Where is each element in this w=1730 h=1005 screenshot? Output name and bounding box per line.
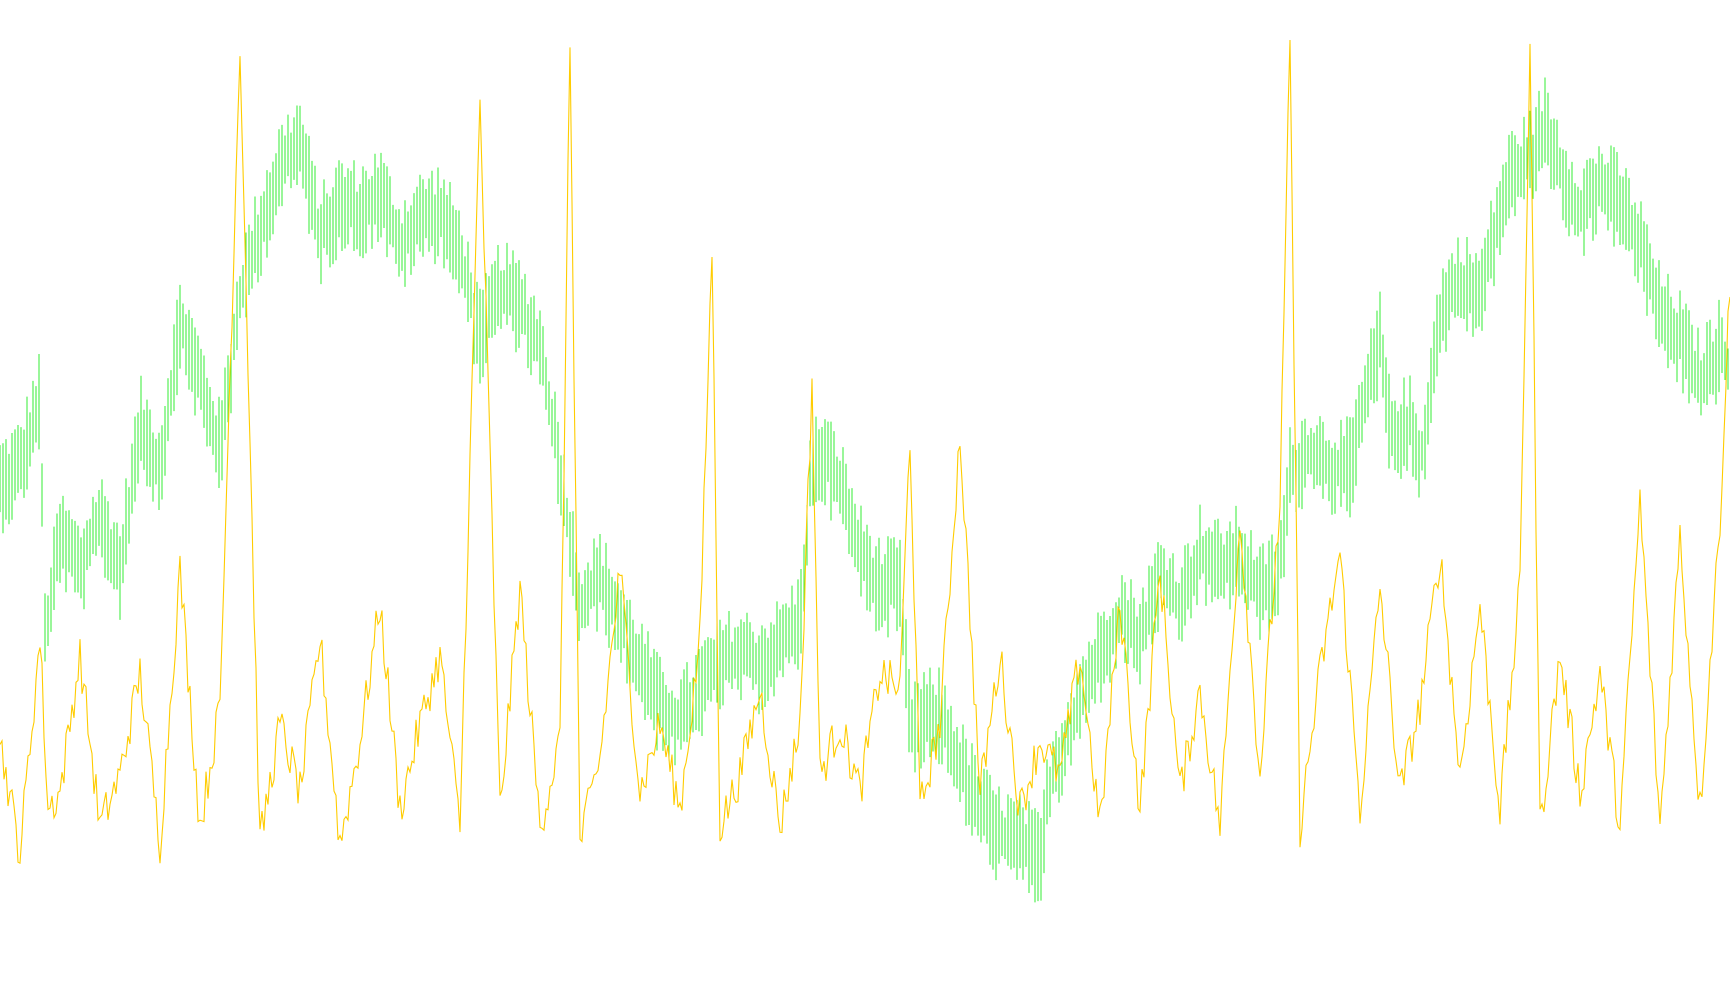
series-0 — [0, 77, 1729, 903]
series-layer — [0, 39, 1730, 903]
series-1 — [0, 39, 1730, 865]
oscillator-line — [0, 39, 1730, 865]
